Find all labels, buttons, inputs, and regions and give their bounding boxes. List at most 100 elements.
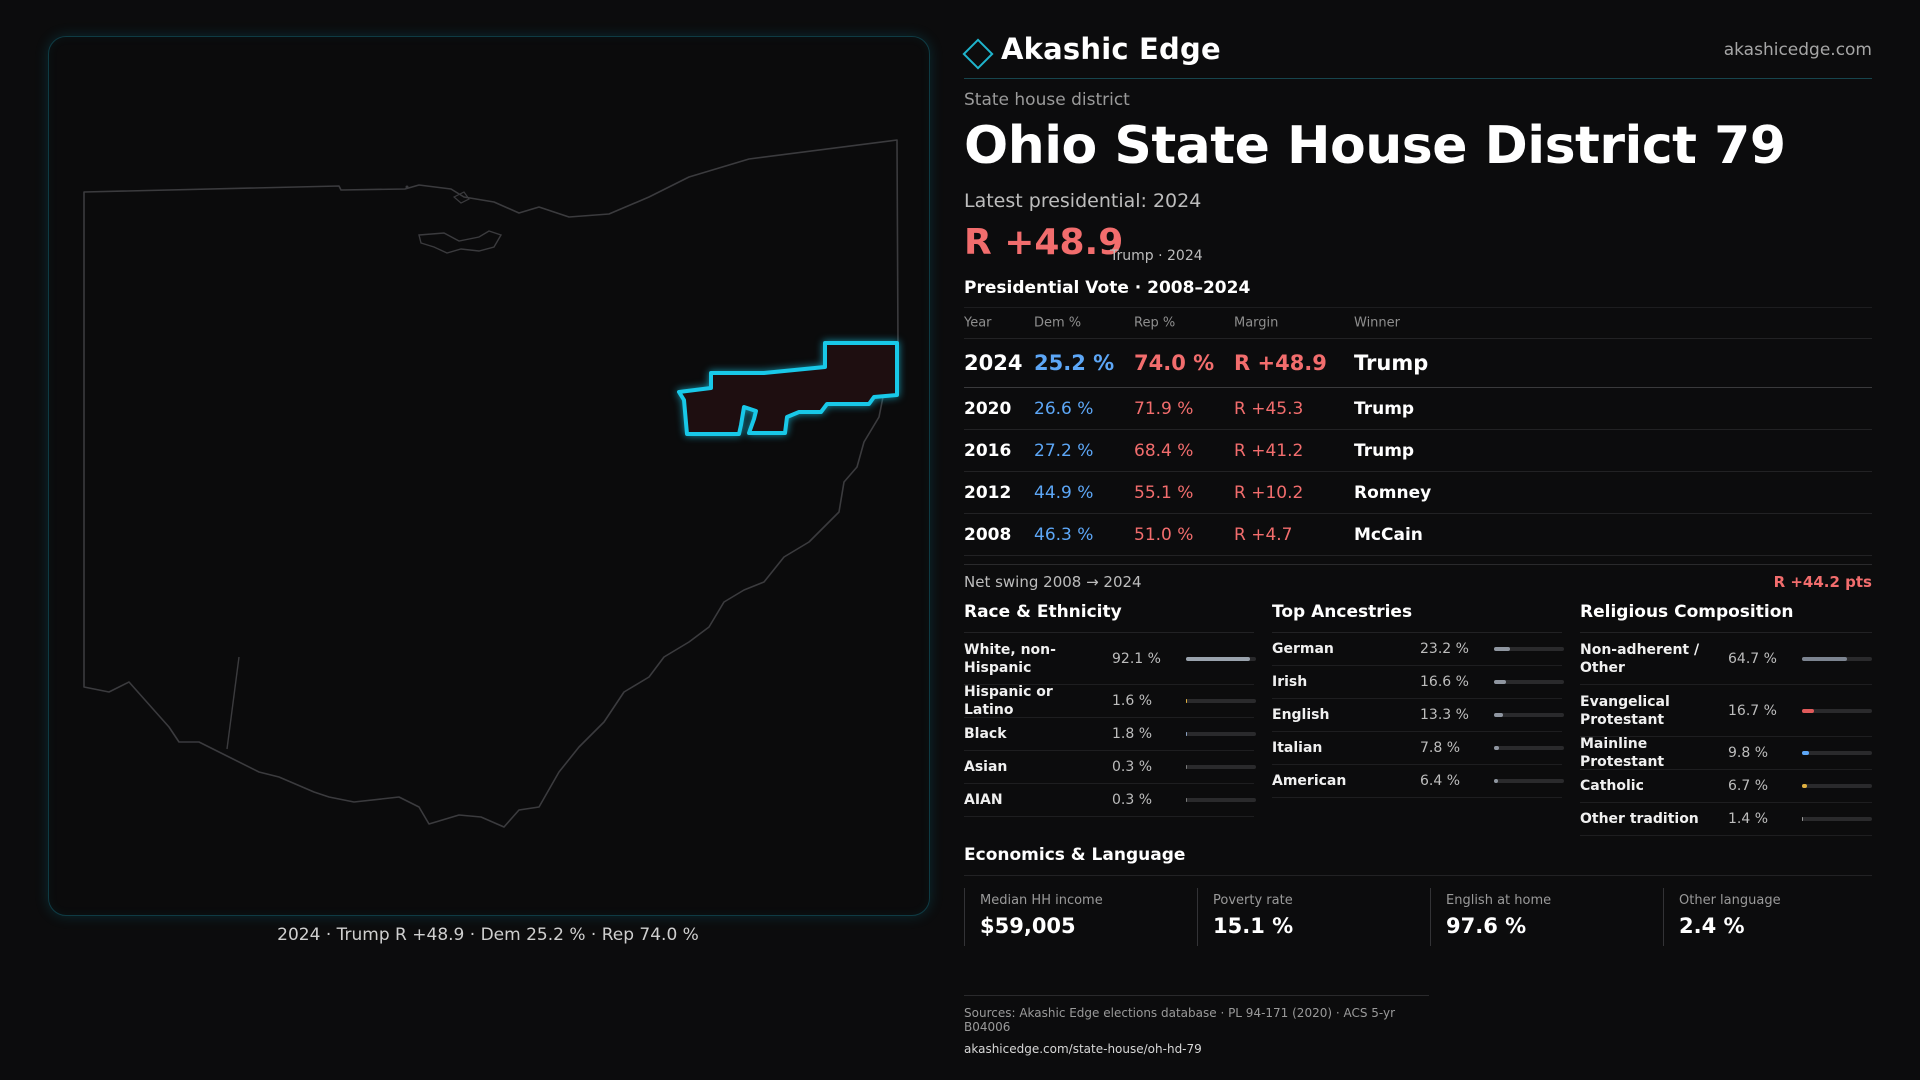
district-79-highlight[interactable] — [677, 341, 899, 436]
row-year: 2012 — [964, 482, 1012, 503]
list-item: German 23.2 % — [1272, 633, 1564, 666]
ancestry-label: Italian — [1272, 740, 1323, 756]
race-label: White, non-Hispanic — [964, 641, 1056, 676]
row-rep: 71.9 % — [1134, 398, 1194, 419]
econ-value: 97.6 % — [1446, 914, 1527, 938]
religion-bar-fill — [1802, 784, 1807, 788]
row-winner: McCain — [1354, 524, 1423, 545]
net-swing-value: R +44.2 pts — [1773, 573, 1872, 591]
race-title: Race & Ethnicity — [964, 602, 1254, 633]
row-rep: 51.0 % — [1134, 524, 1194, 545]
table-row: 2020 26.6 % 71.9 % R +45.3 Trump — [964, 388, 1872, 430]
religion-bar — [1802, 751, 1872, 755]
econ-card-income: Median HH income $59,005 — [964, 888, 1175, 946]
ancestry-bar — [1494, 746, 1564, 750]
row-margin: R +41.2 — [1234, 440, 1304, 461]
list-item: Hispanic or Latino 1.6 % — [964, 684, 1256, 718]
ancestry-bar-fill — [1494, 779, 1499, 783]
interior-line — [226, 656, 240, 750]
race-label: Black — [964, 726, 1007, 742]
row-margin: R +4.7 — [1234, 524, 1293, 545]
lake-erie-islands — [418, 230, 503, 254]
ancestry-bar-fill — [1494, 713, 1504, 717]
ohio-map — [83, 139, 899, 828]
ancestry-label: English — [1272, 707, 1330, 723]
ancestry-table: Top Ancestries German 23.2 % Irish 16.6 … — [1272, 602, 1564, 798]
table-row: 2012 44.9 % 55.1 % R +10.2 Romney — [964, 472, 1872, 514]
row-rep: 74.0 % — [1134, 351, 1215, 375]
row-rep: 55.1 % — [1134, 482, 1194, 503]
econ-label: Median HH income — [980, 893, 1103, 908]
religion-label: Evangelical Protestant — [1580, 693, 1670, 728]
race-ethnicity-table: Race & Ethnicity White, non-Hispanic 92.… — [964, 602, 1256, 817]
race-value: 0.3 % — [1112, 759, 1153, 775]
religion-title: Religious Composition — [1580, 602, 1872, 633]
row-winner: Trump — [1354, 398, 1415, 419]
latest-margin-sub: Trump · 2024 — [1110, 248, 1203, 264]
ancestry-value: 23.2 % — [1420, 641, 1469, 657]
race-label: Asian — [964, 759, 1008, 775]
page-title: Ohio State House District 79 — [964, 116, 1786, 176]
econ-label: Other language — [1679, 893, 1781, 908]
race-bar — [1186, 656, 1256, 661]
econ-label: Poverty rate — [1213, 893, 1293, 908]
row-dem: 27.2 % — [1034, 440, 1094, 461]
econ-value: 15.1 % — [1213, 914, 1294, 938]
map-panel[interactable] — [48, 36, 930, 916]
race-bar — [1186, 732, 1256, 736]
list-item: American 6.4 % — [1272, 765, 1564, 798]
list-item: Asian 0.3 % — [964, 751, 1256, 784]
race-value: 0.3 % — [1112, 792, 1153, 808]
race-label: Hispanic or Latino — [964, 684, 1053, 718]
religion-bar-fill — [1802, 817, 1804, 821]
ancestry-label: Irish — [1272, 674, 1308, 690]
source-url-link[interactable]: akashicedge.com/state-house/oh-hd-79 — [964, 1042, 1202, 1056]
race-bar-fill — [1186, 656, 1251, 661]
ancestry-bar — [1494, 779, 1564, 783]
religion-bar — [1802, 708, 1872, 713]
table-row: 2016 27.2 % 68.4 % R +41.2 Trump — [964, 430, 1872, 472]
row-rep: 68.4 % — [1134, 440, 1194, 461]
col-winner: Winner — [1354, 315, 1401, 331]
ancestry-title: Top Ancestries — [1272, 602, 1562, 633]
ancestry-bar — [1494, 647, 1564, 651]
brand-url[interactable]: akashicedge.com — [1723, 40, 1872, 60]
island-1 — [452, 191, 470, 204]
race-label: AIAN — [964, 792, 1003, 808]
row-year: 2024 — [964, 351, 1023, 375]
econ-card-other-language: Other language 2.4 % — [1663, 888, 1874, 946]
religion-label: Other tradition — [1580, 811, 1699, 827]
religion-value: 64.7 % — [1728, 650, 1777, 667]
table-row: 2008 46.3 % 51.0 % R +4.7 McCain — [964, 514, 1872, 556]
ancestry-bar — [1494, 680, 1564, 684]
row-year: 2020 — [964, 398, 1012, 419]
list-item: Non-adherent / Other 64.7 % — [1580, 633, 1872, 685]
list-item: Black 1.8 % — [964, 718, 1256, 751]
ancestry-bar-fill — [1494, 680, 1506, 684]
row-dem: 44.9 % — [1034, 482, 1094, 503]
religion-value: 16.7 % — [1728, 702, 1777, 719]
ancestry-label: American — [1272, 773, 1347, 789]
latest-presidential-label: Latest presidential: 2024 — [964, 190, 1202, 212]
brand-name[interactable]: Akashic Edge — [1001, 32, 1221, 66]
religion-bar-fill — [1802, 708, 1814, 713]
religion-bar — [1802, 817, 1872, 821]
race-bar-fill — [1186, 765, 1188, 769]
ancestry-value: 6.4 % — [1420, 773, 1461, 789]
row-year: 2008 — [964, 524, 1012, 545]
row-year: 2016 — [964, 440, 1012, 461]
latest-margin: R +48.9 — [964, 222, 1124, 263]
presidential-vote-title: Presidential Vote · 2008–2024 — [964, 278, 1251, 298]
list-item: AIAN 0.3 % — [964, 784, 1256, 817]
col-dem: Dem % — [1034, 315, 1082, 331]
race-value: 1.6 % — [1112, 693, 1153, 709]
religion-value: 6.7 % — [1728, 778, 1769, 794]
table-header: Year Dem % Rep % Margin Winner — [964, 308, 1872, 339]
col-margin: Margin — [1234, 315, 1279, 331]
island-2 — [405, 185, 409, 189]
religion-label: Mainline Protestant — [1580, 736, 1665, 770]
religion-value: 9.8 % — [1728, 745, 1769, 761]
race-value: 1.8 % — [1112, 726, 1153, 742]
row-dem: 26.6 % — [1034, 398, 1094, 419]
ancestry-value: 16.6 % — [1420, 674, 1469, 690]
